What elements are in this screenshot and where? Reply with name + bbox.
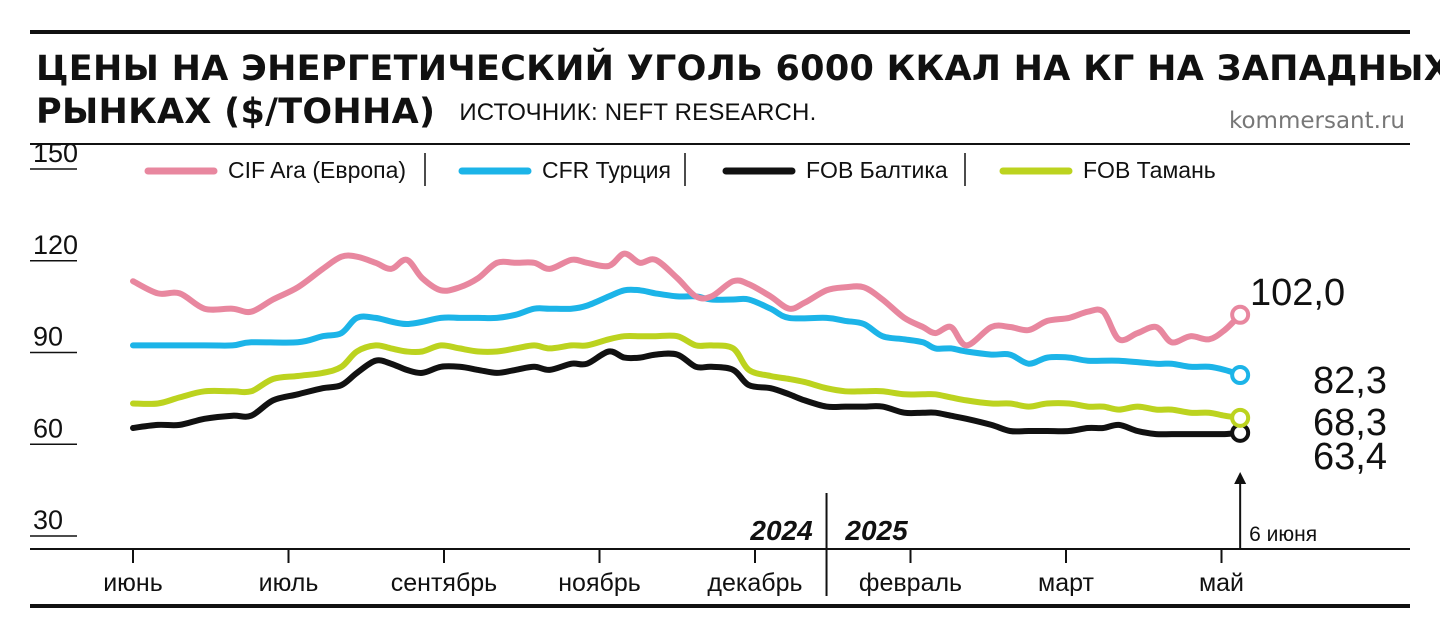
legend-label: FOB Балтика [806,157,948,183]
legend-label: CIF Ara (Европа) [228,157,406,183]
y-tick-label: 30 [33,505,63,535]
end-value-label: 68,3 [1313,402,1387,444]
axes: 150 120 90 60 30 июнь июль сентябрь ноябрь декабр… [30,138,1410,597]
end-point-marker [1230,365,1251,386]
site-credit: kommersant.ru [1228,108,1405,134]
y-tick-label: 150 [33,138,78,168]
legend-label: CFR Турция [542,157,671,183]
title-line-2: РЫНКАХ ($/ТОННА) ИСТОЧНИК: NEFT RESEARCH. [36,91,1396,134]
x-tick-label: июль [259,569,319,597]
series-line [130,332,1244,421]
series-line [130,286,1244,378]
x-tick-label: сентябрь [391,569,497,597]
source-note: ИСТОЧНИК: NEFT RESEARCH. [459,99,817,126]
year-label: 2025 [844,515,908,546]
end-labels: 102,0 82,3 63,468,3 6 июня [1230,272,1387,549]
x-tick-label: декабрь [707,569,802,597]
legend-label: FOB Тамань [1083,157,1216,183]
end-value-label: 102,0 [1250,272,1345,314]
series-line [130,348,1244,438]
title-line-2-text: РЫНКАХ ($/ТОННА) [36,92,436,132]
top-rule [30,30,1410,34]
bottom-rule [30,604,1410,608]
series-lines [130,250,1244,438]
end-date-label: 6 июня [1249,523,1317,546]
x-tick-label: май [1199,569,1244,597]
title-line-1: ЦЕНЫ НА ЭНЕРГЕТИЧЕСКИЙ УГОЛЬ 6000 ККАЛ Н… [36,49,1440,89]
series-line [130,250,1244,349]
y-tick-label: 60 [33,413,63,443]
end-value-label: 82,3 [1313,360,1387,402]
x-tick-label: март [1038,569,1094,597]
y-tick-label: 120 [33,230,78,260]
end-value-label: 63,4 [1313,436,1387,478]
end-point-marker [1230,407,1251,428]
header-rule [30,143,1410,145]
end-point-marker [1230,304,1251,325]
x-tick-label: июнь [103,569,163,597]
x-tick-label: февраль [859,569,962,597]
y-tick-label: 90 [33,322,63,352]
year-label: 2024 [749,515,813,546]
chart-title: ЦЕНЫ НА ЭНЕРГЕТИЧЕСКИЙ УГОЛЬ 6000 ККАЛ Н… [36,48,1440,134]
date-arrow-head [1234,472,1247,484]
legend: CIF Ara (Европа) CFR Турция FOB Балтика FOB… [144,153,1216,186]
x-tick-label: ноябрь [558,569,641,597]
